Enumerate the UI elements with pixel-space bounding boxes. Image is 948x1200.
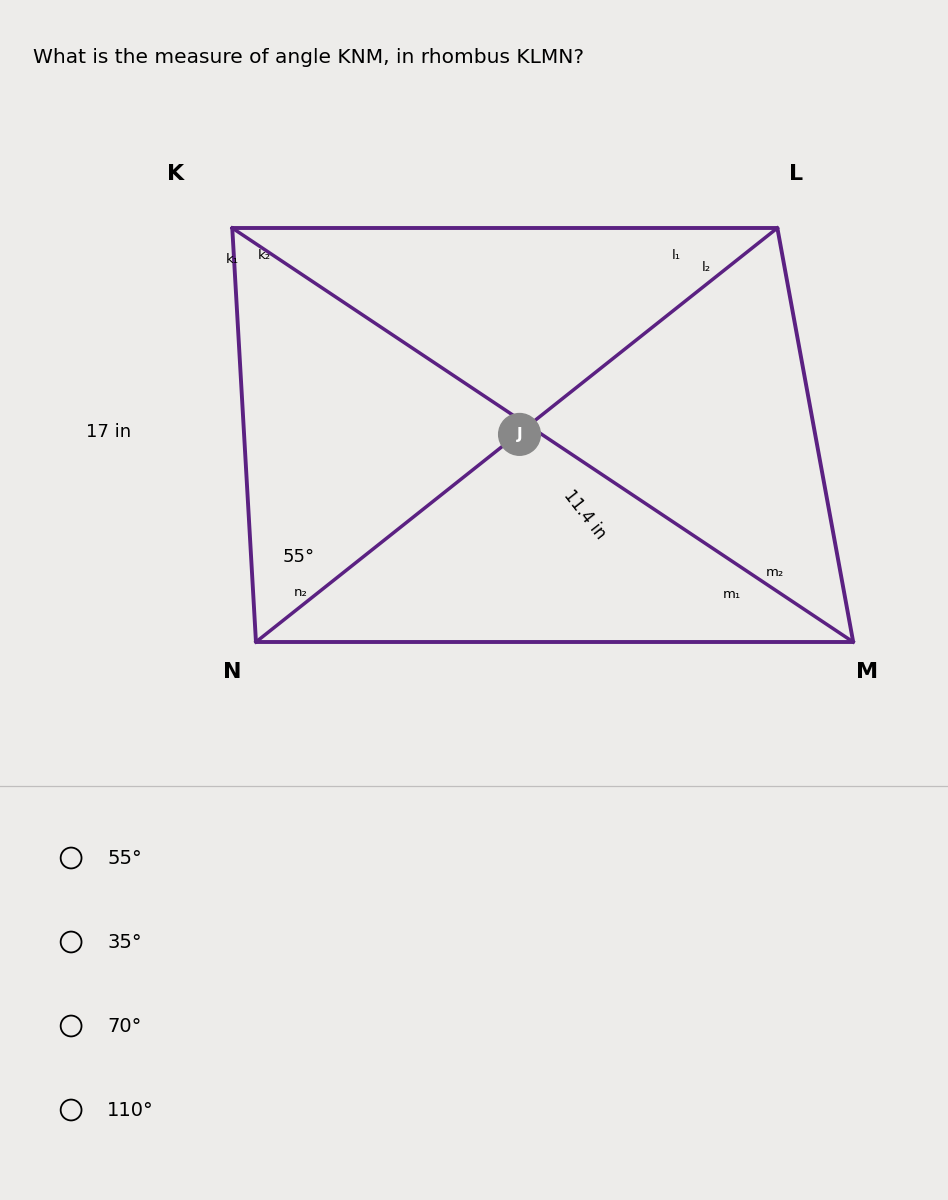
Text: What is the measure of angle KNM, in rhombus KLMN?: What is the measure of angle KNM, in rho… [33, 48, 584, 67]
Text: 70°: 70° [107, 1016, 141, 1036]
Text: m₂: m₂ [766, 566, 784, 580]
Text: l₂: l₂ [702, 260, 711, 274]
Text: k₁: k₁ [226, 253, 239, 266]
Text: K: K [167, 164, 184, 184]
Text: N: N [223, 662, 242, 682]
Text: k₂: k₂ [258, 248, 271, 262]
Text: 110°: 110° [107, 1100, 154, 1120]
Text: n₂: n₂ [294, 586, 308, 599]
Text: 55°: 55° [283, 547, 315, 565]
Ellipse shape [499, 414, 540, 455]
Text: 35°: 35° [107, 932, 142, 952]
Text: 55°: 55° [107, 848, 142, 868]
Text: m₁: m₁ [723, 588, 741, 601]
Text: 11.4 in: 11.4 in [560, 486, 610, 542]
Text: 17 in: 17 in [86, 422, 132, 440]
Text: L: L [790, 164, 803, 184]
Text: l₁: l₁ [672, 248, 681, 262]
Text: J: J [517, 427, 522, 442]
Text: M: M [856, 662, 879, 682]
